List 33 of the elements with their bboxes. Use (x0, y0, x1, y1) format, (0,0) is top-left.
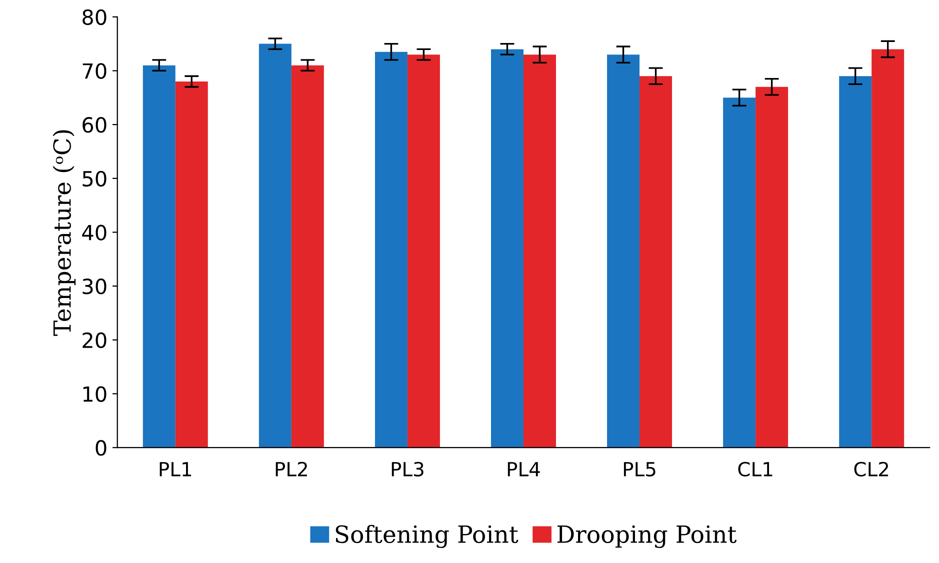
bar (175, 81, 208, 448)
x-tick-label: PL2 (276, 462, 307, 476)
x-tick-label: PL4 (508, 462, 540, 476)
bar (407, 54, 440, 448)
y-tick-label: 70 (82, 63, 106, 79)
y-tick-label: 0 (96, 440, 106, 456)
bar (374, 52, 408, 448)
bar (607, 54, 640, 448)
bar (839, 76, 872, 448)
bar (756, 86, 788, 448)
bar (723, 98, 756, 448)
y-tick-label: 10 (83, 386, 106, 402)
bar (640, 76, 672, 448)
bar (491, 49, 524, 448)
x-tick-label: CL1 (738, 462, 772, 477)
y-tick-label: 20 (82, 332, 106, 348)
y-tick-label: 60 (82, 117, 106, 133)
bar (291, 65, 324, 448)
x-tick-label: CL2 (854, 462, 888, 477)
x-tick-label: PL3 (392, 462, 424, 477)
bar (258, 44, 292, 448)
x-tick-label: PL5 (624, 462, 656, 477)
legend-label: Softening Point (336, 524, 518, 548)
bar (142, 65, 176, 448)
y-axis-title: Temperature (ᵒC) (52, 130, 76, 336)
bar (523, 54, 556, 448)
legend-label: Drooping Point (558, 525, 737, 548)
y-tick-label: 30 (82, 278, 106, 294)
bar (872, 49, 904, 448)
y-tick-label: 40 (82, 224, 106, 240)
x-tick-label: PL1 (160, 462, 192, 476)
y-tick-label: 50 (82, 170, 106, 187)
y-tick-label: 80 (82, 9, 106, 26)
